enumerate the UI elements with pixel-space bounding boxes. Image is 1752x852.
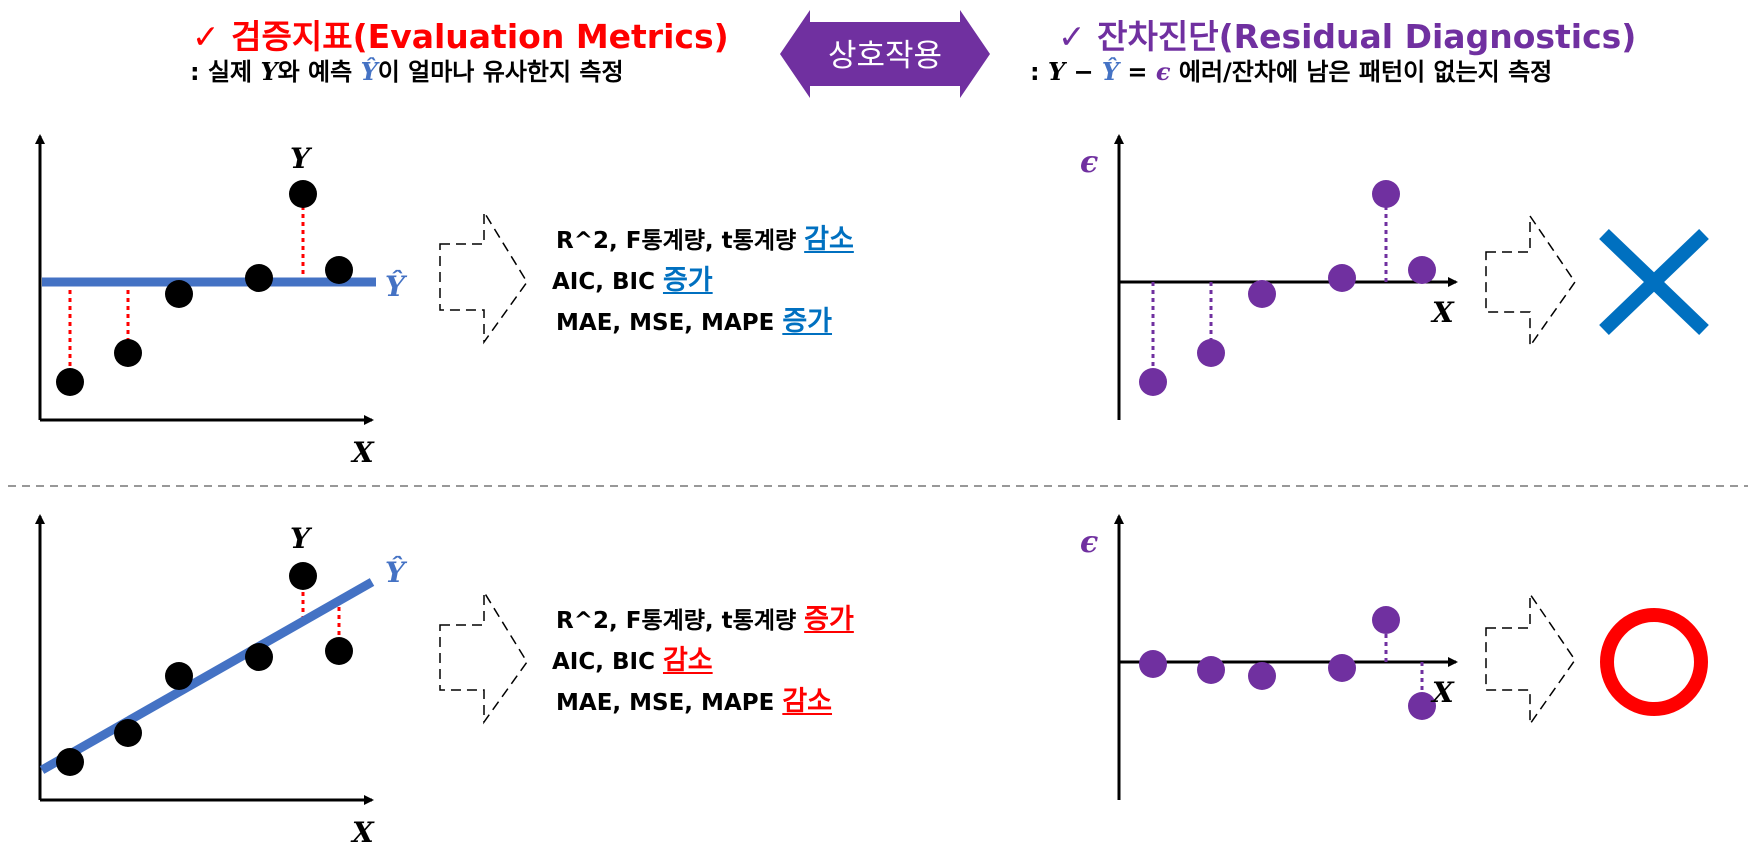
data-point: [56, 368, 84, 396]
left-sub-suffix: 이 얼마나 유사한지 측정: [377, 58, 624, 86]
left-sub-yhat: Ŷ: [360, 57, 378, 86]
data-point: [245, 643, 273, 671]
fitted-line: [39, 578, 375, 774]
interaction-label: 상호작용: [827, 38, 943, 74]
residual-plot-good: ϵ X: [1080, 514, 1458, 800]
data-point: [165, 662, 193, 690]
residual-point: [1139, 368, 1167, 396]
check-icon: ✓: [192, 17, 220, 56]
left-sub-prefix: : 실제: [190, 58, 261, 86]
residual-point: [1197, 339, 1225, 367]
metric-text: MAE, MSE, MAPE: [556, 690, 783, 716]
left-subtitle: : 실제 Y와 예측 Ŷ이 얼마나 유사한지 측정: [190, 52, 624, 87]
right-sub-eq: =: [1119, 58, 1156, 86]
metric-line: MAE, MSE, MAPE 감소: [556, 682, 854, 723]
residual-point: [1408, 256, 1436, 284]
metric-line: R^2, F통계량, t통계량 감소: [556, 220, 854, 261]
metric-line: MAE, MSE, MAPE 증가: [556, 302, 854, 343]
dashed-arrow: [1485, 591, 1576, 727]
right-subtitle: : Y − Ŷ = ϵ 에러/잔차에 남은 패턴이 없는지 측정: [1030, 52, 1552, 87]
y-label: Y: [290, 142, 313, 175]
x-label: X: [1430, 676, 1455, 709]
metric-change: 감소: [662, 645, 713, 676]
right-sub-suffix: 에러/잔차에 남은 패턴이 없는지 측정: [1170, 58, 1553, 86]
data-point: [114, 719, 142, 747]
metric-text: R^2, F통계량, t통계량: [556, 608, 805, 634]
data-point: [114, 339, 142, 367]
metric-line: AIC, BIC 증가: [552, 261, 854, 302]
metric-change: 증가: [782, 306, 833, 337]
residual-point: [1372, 606, 1400, 634]
metric-text: AIC, BIC: [552, 269, 663, 295]
right-sub-prefix: :: [1030, 58, 1048, 86]
metrics-row-1: R^2, F통계량, t통계량 감소 AIC, BIC 증가 MAE, MSE,…: [552, 220, 854, 343]
residual-point: [1248, 280, 1276, 308]
data-point: [289, 180, 317, 208]
residual-point: [1328, 264, 1356, 292]
right-title: ✓ 잔차진단(Residual Diagnostics): [1058, 10, 1636, 58]
metrics-row-2: R^2, F통계량, t통계량 증가 AIC, BIC 감소 MAE, MSE,…: [552, 600, 854, 723]
right-sub-yhat: Ŷ: [1101, 57, 1120, 86]
metric-line: AIC, BIC 감소: [552, 641, 854, 682]
x-label: X: [350, 816, 375, 849]
data-points: [56, 180, 353, 396]
x-label: X: [350, 436, 375, 469]
data-point: [56, 748, 84, 776]
circle-icon: [1600, 608, 1708, 716]
metric-text: AIC, BIC: [552, 649, 663, 675]
data-point: [245, 264, 273, 292]
residual-point: [1372, 180, 1400, 208]
metric-text: MAE, MSE, MAPE: [556, 310, 783, 336]
x-label: X: [1430, 296, 1455, 329]
yhat-label: Ŷ: [385, 270, 408, 303]
data-point: [325, 637, 353, 665]
residual-point: [1328, 654, 1356, 682]
fit-plot-bad: Y Ŷ X: [35, 134, 408, 469]
data-points: [56, 562, 353, 776]
residual-point: [1139, 650, 1167, 678]
right-sub-y: Y: [1047, 57, 1066, 86]
eps-label: ϵ: [1080, 525, 1098, 560]
dashed-arrow: [1485, 213, 1576, 349]
metric-line: R^2, F통계량, t통계량 증가: [556, 600, 854, 641]
residual-point: [1248, 662, 1276, 690]
residual-point: [1197, 656, 1225, 684]
right-sub-minus: −: [1065, 58, 1102, 86]
fit-plot-good: Y Ŷ X: [35, 514, 408, 849]
data-point: [289, 562, 317, 590]
residual-points: [1139, 180, 1436, 396]
right-sub-eps: ϵ: [1155, 57, 1171, 86]
eps-label: ϵ: [1080, 145, 1098, 180]
y-label: Y: [290, 522, 313, 555]
metric-change: 감소: [782, 686, 833, 717]
left-title: ✓ 검증지표(Evaluation Metrics): [192, 10, 729, 58]
left-title-text: 검증지표(Evaluation Metrics): [231, 17, 729, 56]
yhat-label: Ŷ: [385, 556, 408, 589]
right-title-text: 잔차진단(Residual Diagnostics): [1097, 17, 1637, 56]
residual-points: [1139, 606, 1436, 720]
metric-change: 증가: [804, 604, 854, 635]
left-sub-y: Y: [260, 57, 278, 86]
dashed-arrow: [439, 209, 528, 345]
data-point: [165, 280, 193, 308]
check-icon: ✓: [1058, 17, 1086, 56]
data-point: [325, 256, 353, 284]
dashed-arrow: [439, 589, 528, 725]
metric-change: 감소: [804, 224, 854, 255]
cross-icon: [1599, 228, 1709, 336]
metric-text: R^2, F통계량, t통계량: [556, 228, 805, 254]
interaction-arrow: [780, 10, 990, 98]
residual-plot-bad: ϵ X: [1080, 134, 1458, 420]
left-sub-mid: 와 예측: [277, 58, 361, 86]
residual-point: [1408, 692, 1436, 720]
metric-change: 증가: [662, 265, 713, 296]
